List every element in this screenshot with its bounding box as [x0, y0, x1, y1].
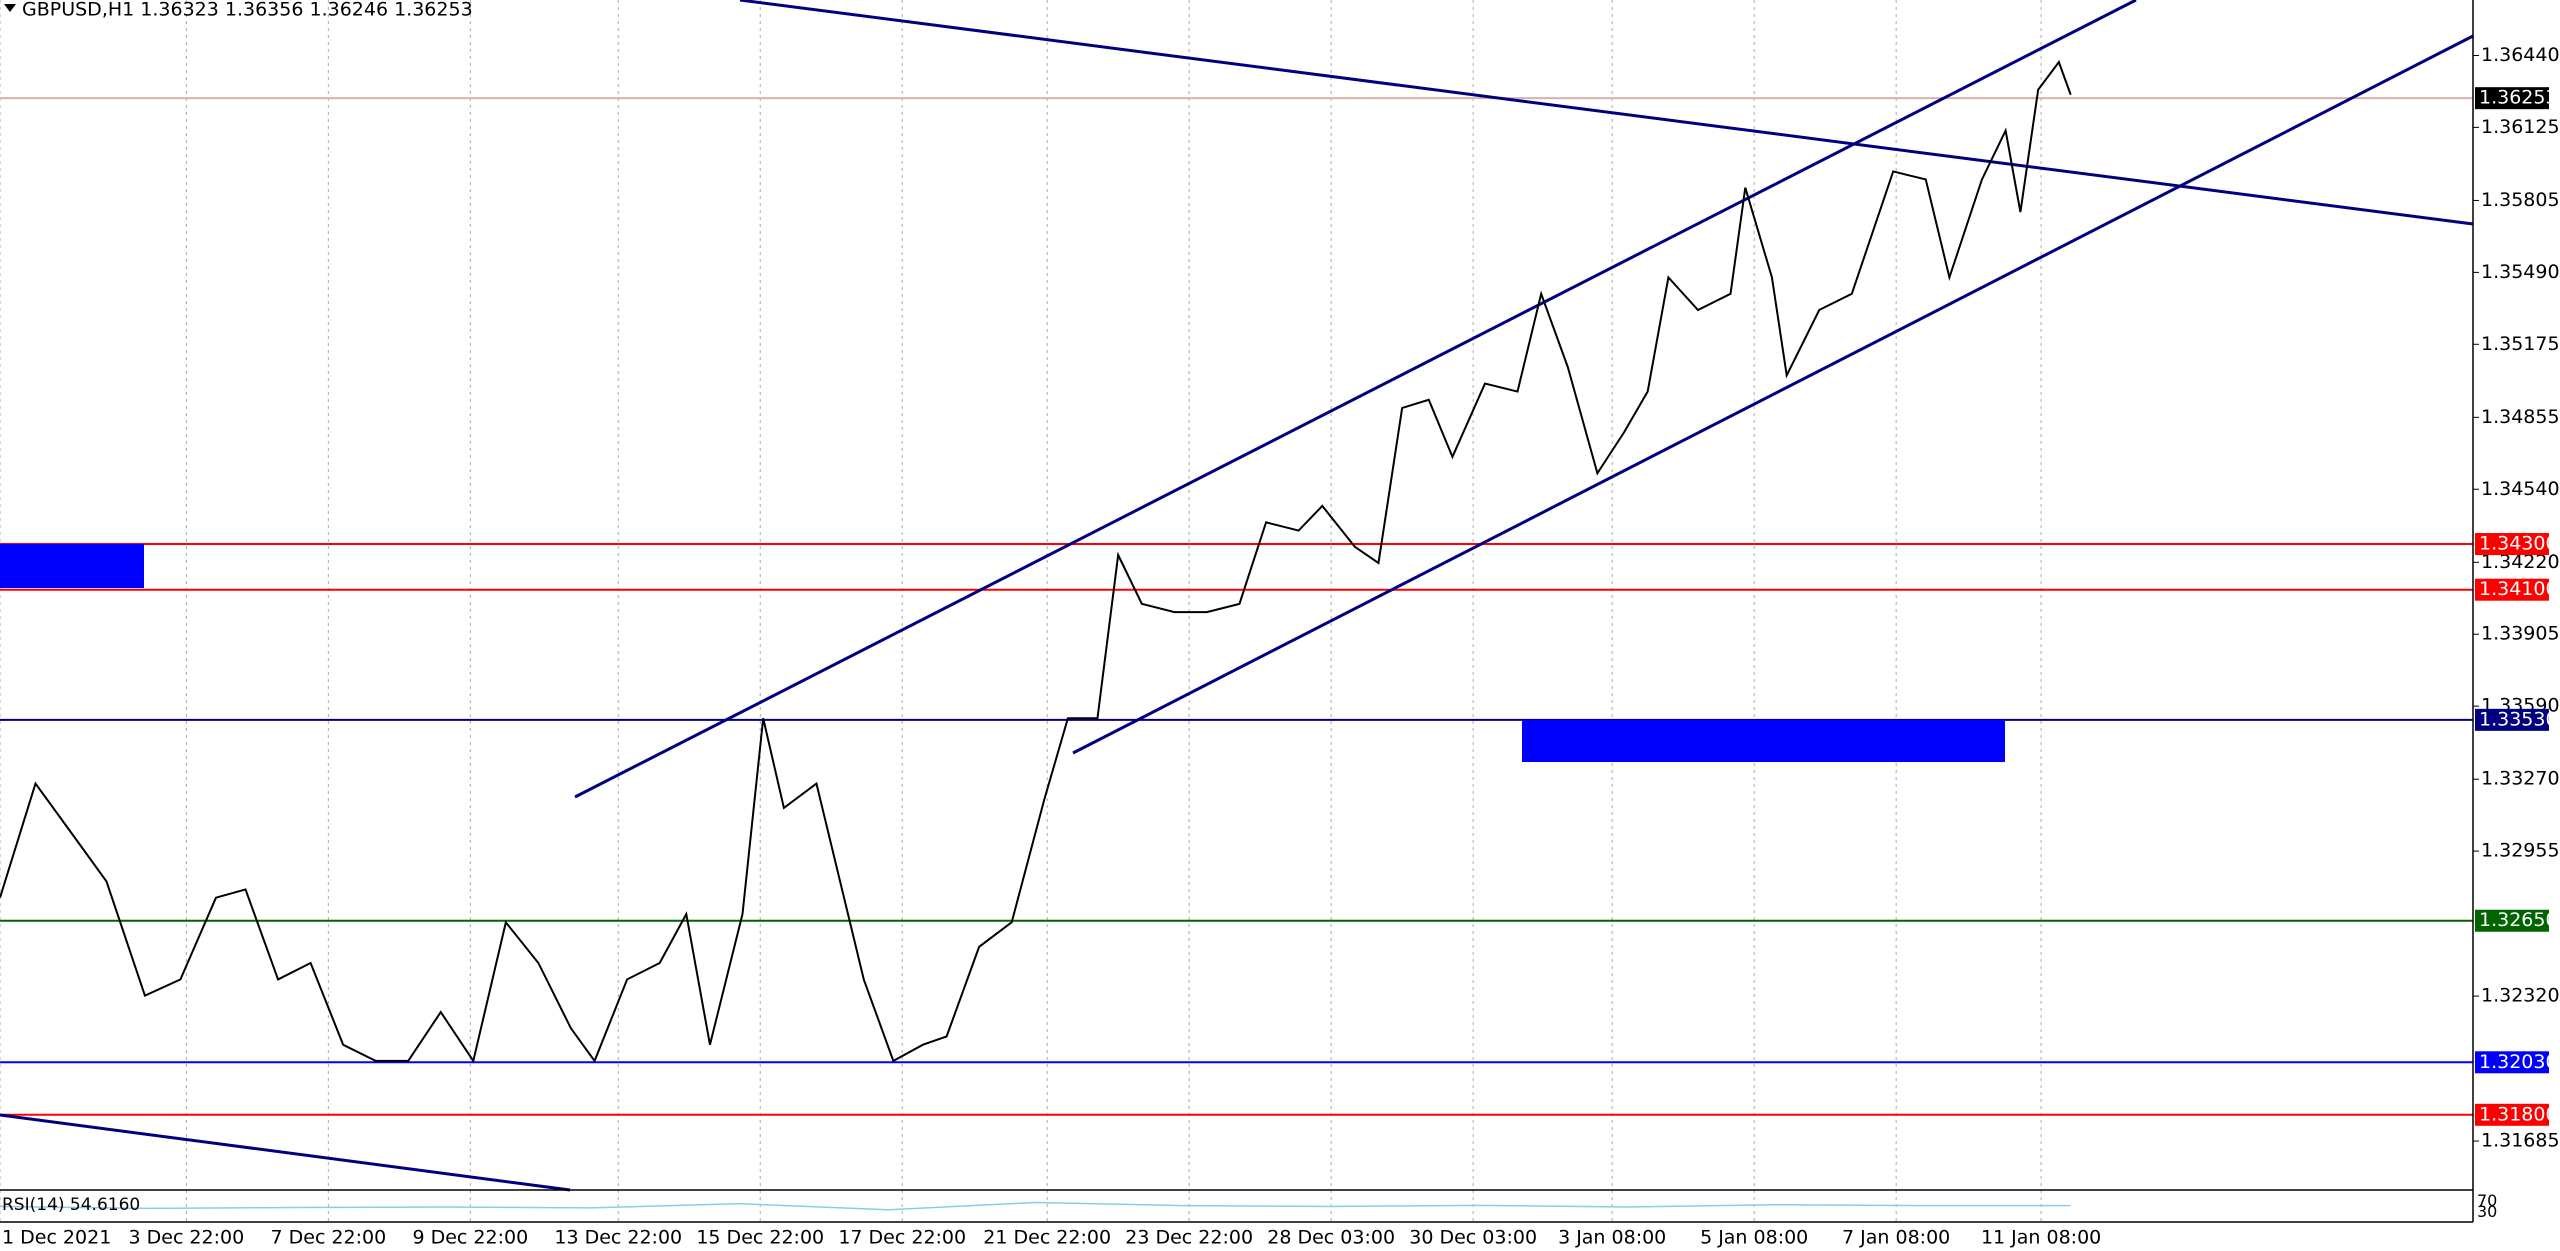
trend-line	[739, 0, 2474, 226]
axes: 1.36440 1.36125 1.35805 1.35490 1.35175 1.348…	[2, 44, 2560, 1249]
x-tick-label: 13 Dec 22:00	[554, 1227, 682, 1249]
y-tick-label: 1.34855	[2481, 406, 2560, 428]
level-label: 1.34300	[2479, 533, 2558, 555]
level-label: 1.33530	[2479, 708, 2558, 730]
y-tick-label: 1.31685	[2481, 1130, 2560, 1152]
level-label-box	[2475, 87, 2549, 110]
level-label: 1.32650	[2479, 909, 2558, 931]
level-label-box	[2475, 1103, 2549, 1126]
levels	[0, 97, 2473, 1116]
level-label-box	[2475, 1051, 2549, 1074]
price-series	[0, 60, 2072, 1064]
channel-lower	[1072, 34, 2474, 755]
y-tick-label: 1.32955	[2481, 840, 2560, 862]
level-label: 1.34100	[2479, 578, 2558, 600]
x-tick-label: 17 Dec 22:00	[838, 1227, 966, 1249]
level-label-box	[2475, 909, 2549, 932]
chart-header: GBPUSD,H1 1.36323 1.36356 1.36246 1.3625…	[22, 0, 473, 21]
zone-box	[0, 544, 144, 588]
y-tick-label: 1.35175	[2481, 333, 2560, 355]
y-tick-label: 1.36440	[2481, 44, 2560, 66]
x-tick-label: 7 Jan 08:00	[1842, 1227, 1950, 1249]
level-label: 1.32030	[2479, 1051, 2558, 1073]
y-tick-label: 1.32320	[2481, 985, 2560, 1007]
grid	[0, 0, 2042, 1222]
menu-arrow[interactable]	[4, 4, 16, 12]
level-label: 1.31800	[2479, 1103, 2558, 1125]
y-tick-label: 1.34540	[2481, 478, 2560, 500]
level-label-box	[2475, 533, 2549, 556]
rsi-label: RSI(14) 54.6160	[2, 1195, 140, 1215]
x-tick-label: 9 Dec 22:00	[412, 1227, 528, 1249]
level-label: 1.36253	[2479, 87, 2558, 109]
zone-box	[1522, 720, 2005, 762]
y-tick-label: 1.35805	[2481, 189, 2560, 211]
x-tick-label: 11 Jan 08:00	[1981, 1227, 2101, 1249]
rsi-line	[0, 1201, 2071, 1211]
plot-area	[0, 0, 2473, 1189]
x-tick-label: 3 Jan 08:00	[1558, 1227, 1666, 1249]
rsi-tick-label: 70	[2477, 1191, 2497, 1210]
y-tick-label: 1.33905	[2481, 623, 2560, 645]
trend-line	[0, 1113, 571, 1192]
x-tick-label: 28 Dec 03:00	[1267, 1227, 1395, 1249]
rsi-tick-label: 30	[2477, 1202, 2497, 1221]
x-tick-label: 5 Jan 08:00	[1700, 1227, 1808, 1249]
x-tick-label: 3 Dec 22:00	[129, 1227, 245, 1249]
y-tick-label: 1.33270	[2481, 768, 2560, 790]
channel-upper	[574, 0, 2137, 799]
x-tick-label: 7 Dec 22:00	[271, 1227, 387, 1249]
level-label-box	[2475, 708, 2549, 731]
level-label-box	[2475, 578, 2549, 601]
price-line	[0, 60, 2072, 1064]
y-tick-label: 1.36125	[2481, 116, 2560, 138]
y-tick-label: 1.34220	[2481, 551, 2560, 573]
x-tick-label: 23 Dec 22:00	[1125, 1227, 1253, 1249]
x-tick-label: 15 Dec 22:00	[696, 1227, 824, 1249]
y-tick-label: 1.35490	[2481, 261, 2560, 283]
x-tick-label: 1 Dec 2021	[2, 1227, 111, 1249]
x-tick-label: 30 Dec 03:00	[1409, 1227, 1537, 1249]
x-tick-label: 21 Dec 22:00	[983, 1227, 1111, 1249]
